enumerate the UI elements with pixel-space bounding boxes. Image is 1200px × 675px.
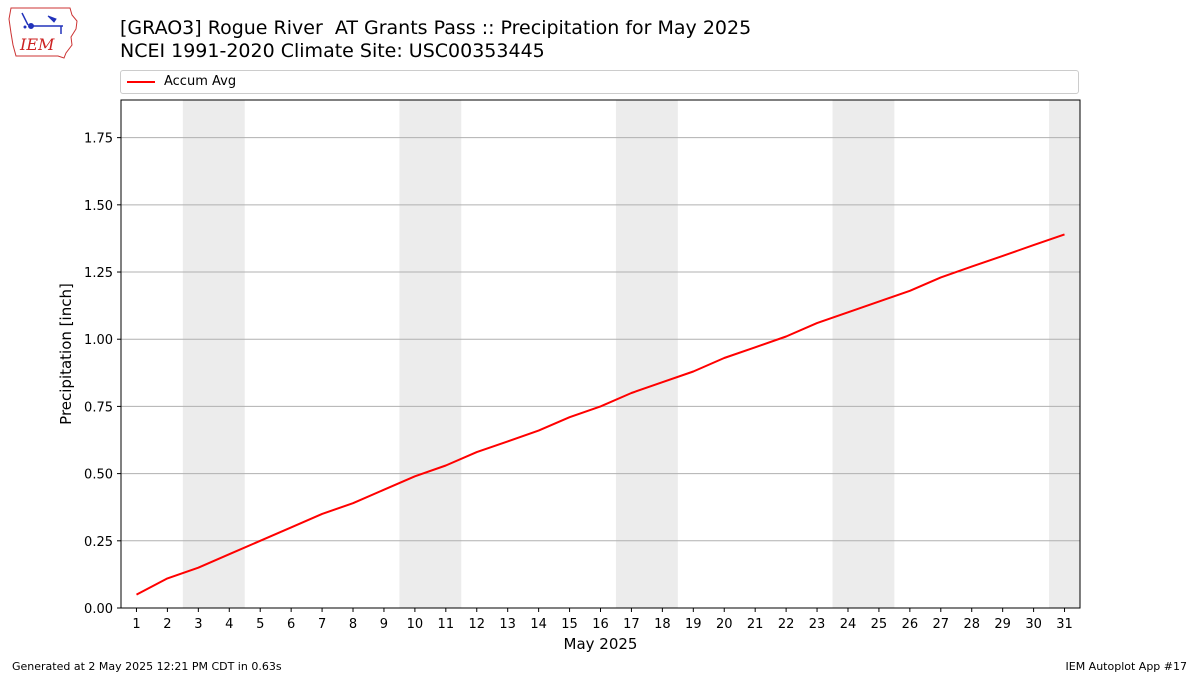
- x-tick-label: 3: [194, 617, 202, 632]
- x-tick-label: 29: [994, 617, 1011, 632]
- x-tick-label: 14: [530, 617, 547, 632]
- weekend-shade-4: [1049, 100, 1080, 608]
- x-tick-label: 19: [685, 617, 702, 632]
- y-tick-label: 0.75: [84, 400, 113, 415]
- x-tick-label: 10: [407, 617, 424, 632]
- x-tick-label: 26: [902, 617, 919, 632]
- x-tick-label: 6: [287, 617, 295, 632]
- weather-station-icon: [21, 12, 63, 34]
- x-tick-label: 16: [592, 617, 609, 632]
- x-tick-label: 25: [871, 617, 888, 632]
- y-axis-label: Precipitation [inch]: [57, 283, 75, 425]
- legend-swatch-accum-avg: [127, 81, 155, 83]
- footer-generated-text: Generated at 2 May 2025 12:21 PM CDT in …: [12, 660, 282, 673]
- y-tick-label: 1.50: [84, 199, 113, 214]
- y-tick-label: 1.25: [84, 266, 113, 281]
- x-tick-label: 5: [256, 617, 264, 632]
- x-axis-label: May 2025: [564, 635, 638, 653]
- legend: Accum Avg: [120, 70, 1079, 94]
- x-tick-label: 23: [809, 617, 826, 632]
- x-tick-label: 2: [163, 617, 171, 632]
- x-tick-label: 22: [778, 617, 795, 632]
- chart-title: [GRAO3] Rogue River AT Grants Pass :: Pr…: [120, 17, 752, 39]
- y-tick-label: 1.00: [84, 333, 113, 348]
- x-tick-label: 12: [468, 617, 485, 632]
- iowa-outline-icon: [8, 7, 78, 59]
- x-tick-label: 20: [716, 617, 733, 632]
- x-tick-label: 24: [840, 617, 857, 632]
- y-tick-label: 0.50: [84, 468, 113, 483]
- x-tick-label: 28: [963, 617, 980, 632]
- footer-app-label: IEM Autoplot App #17: [1065, 660, 1188, 673]
- legend-label-accum-avg: Accum Avg: [164, 74, 237, 89]
- x-tick-label: 15: [561, 617, 578, 632]
- x-tick-label: 13: [499, 617, 516, 632]
- x-tick-label: 27: [933, 617, 950, 632]
- iem-logo: IEM: [8, 7, 78, 59]
- y-tick-label: 0.00: [84, 602, 113, 617]
- x-tick-label: 11: [438, 617, 455, 632]
- x-tick-label: 7: [318, 617, 326, 632]
- plot-frame: [120, 99, 1081, 609]
- y-tick-label: 1.75: [84, 132, 113, 147]
- weekend-shade-3: [832, 100, 895, 608]
- weekend-shade-2: [615, 100, 678, 608]
- x-tick-label: 1: [132, 617, 140, 632]
- series-line-accum-avg: [136, 233, 1065, 596]
- logo-text: IEM: [19, 35, 55, 54]
- weekend-shade-1: [399, 100, 462, 608]
- x-tick-label: 8: [349, 617, 357, 632]
- y-tick-label: 0.25: [84, 535, 113, 550]
- x-tick-label: 17: [623, 617, 640, 632]
- x-tick-label: 18: [654, 617, 671, 632]
- x-tick-label: 9: [380, 617, 388, 632]
- x-tick-label: 30: [1025, 617, 1042, 632]
- x-tick-label: 21: [747, 617, 764, 632]
- x-tick-label: 31: [1056, 617, 1073, 632]
- weekend-shade-0: [182, 100, 245, 608]
- chart-subtitle: NCEI 1991-2020 Climate Site: USC00353445: [120, 40, 545, 62]
- x-tick-label: 4: [225, 617, 233, 632]
